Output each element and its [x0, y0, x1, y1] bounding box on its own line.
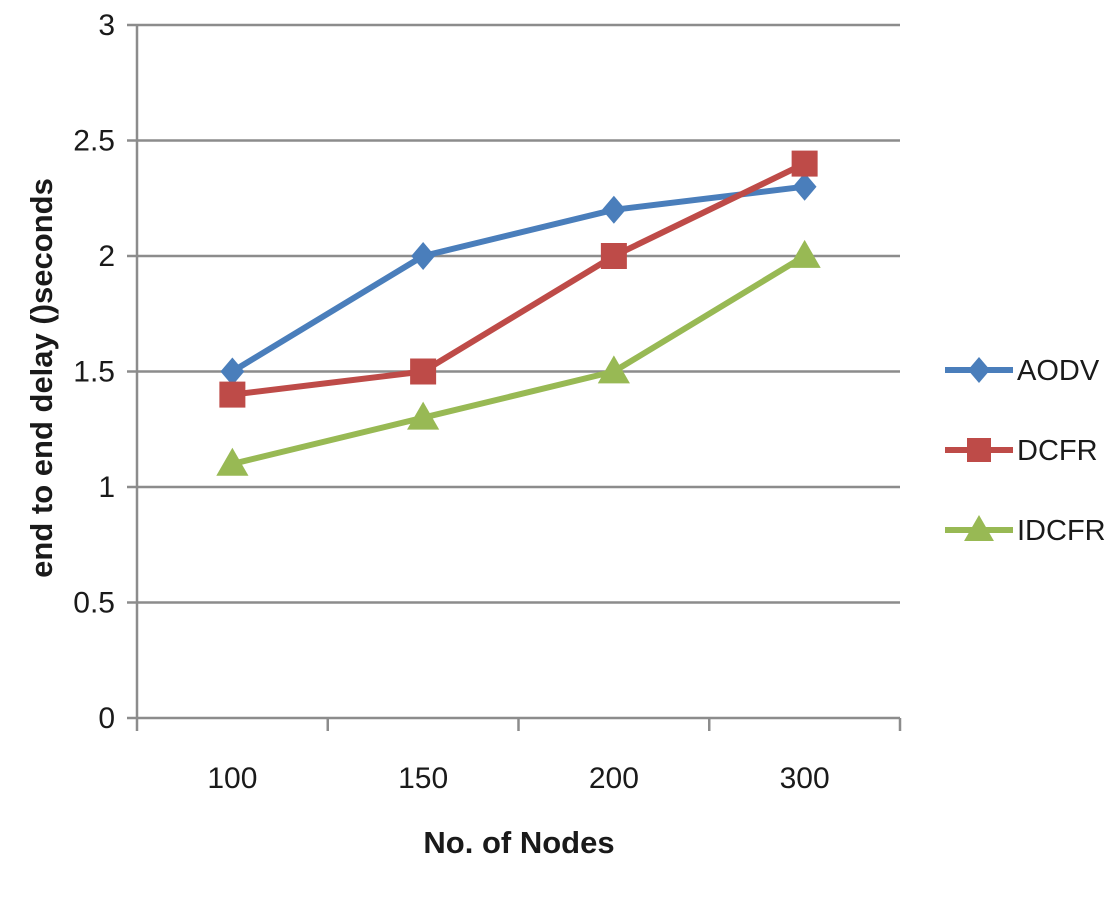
x-tick-label: 150 [398, 762, 448, 795]
data-point-square [219, 381, 246, 408]
data-point-diamond [220, 357, 245, 386]
y-tick-label: 2.5 [73, 125, 115, 158]
data-point-triangle [216, 447, 249, 476]
series-line-dcfr [229, 160, 808, 398]
x-axis-title: No. of Nodes [423, 825, 614, 860]
legend-label: IDCFR [1017, 515, 1106, 547]
legend: AODV DCFR IDCFR [945, 355, 1106, 547]
x-tick-label: 200 [589, 762, 639, 795]
x-tick-labels: 100 150 200 300 [207, 762, 829, 795]
data-point-diamond [601, 195, 626, 224]
legend-item-idcfr: IDCFR [945, 515, 1106, 547]
y-tick-label: 0.5 [73, 587, 115, 620]
data-point-diamond [792, 172, 817, 201]
data-point-triangle [407, 401, 440, 430]
y-tick-label: 2 [98, 240, 115, 273]
data-point-triangle [964, 515, 994, 542]
legend-label: DCFR [1017, 435, 1098, 467]
legend-label: AODV [1017, 355, 1100, 387]
y-tick-label: 0 [98, 702, 115, 735]
axes [127, 23, 902, 731]
data-point-square [967, 438, 991, 462]
legend-item-aodv: AODV [945, 355, 1100, 387]
data-point-square [791, 150, 818, 177]
x-tick-label: 300 [780, 762, 830, 795]
y-tick-label: 1 [98, 471, 115, 504]
data-point-square [410, 358, 437, 385]
x-tick-label: 100 [207, 762, 257, 795]
data-point-diamond [967, 357, 991, 383]
data-point-diamond [411, 242, 436, 270]
data-point-triangle [597, 355, 630, 384]
data-point-triangle [788, 239, 821, 268]
series-markers [216, 150, 821, 476]
series-line-aodv [229, 183, 808, 375]
y-tick-labels: 0 0.5 1 1.5 2 2.5 3 [73, 9, 115, 735]
y-tick-label: 1.5 [73, 356, 115, 389]
series-line-idcfr [229, 253, 808, 467]
series-lines [229, 160, 808, 467]
gridlines [137, 23, 900, 604]
data-point-square [600, 243, 627, 269]
legend-item-dcfr: DCFR [945, 435, 1098, 467]
y-tick-label: 3 [98, 9, 115, 42]
y-axis-title: end to end delay ()seconds [24, 178, 59, 578]
